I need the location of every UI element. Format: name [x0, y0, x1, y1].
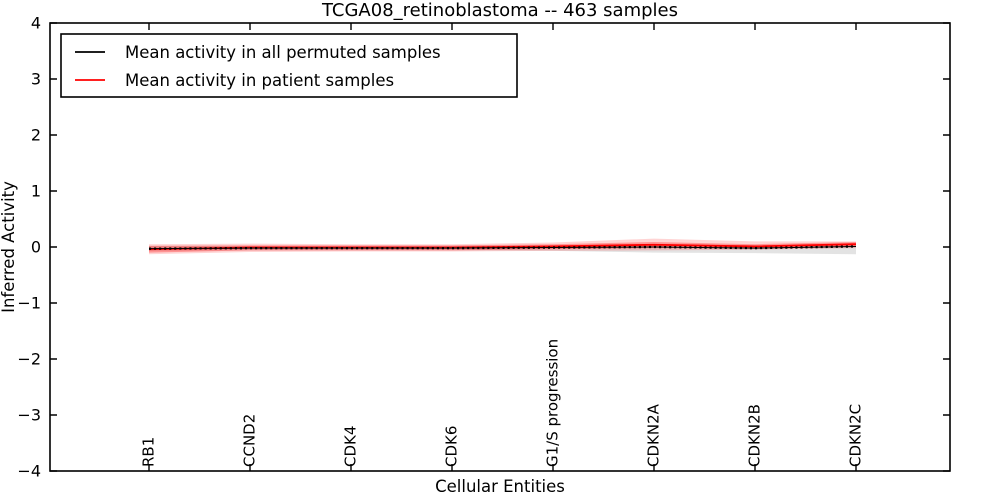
legend: Mean activity in all permuted samples Me…	[60, 33, 518, 98]
legend-label-permuted: Mean activity in all permuted samples	[125, 43, 441, 62]
tick-marks	[50, 22, 950, 472]
y-tick-label: 3	[31, 70, 41, 89]
x-axis-label: Cellular Entities	[435, 477, 565, 496]
chart-layers	[148, 238, 857, 255]
x-tick-label: CDKN2C	[847, 404, 865, 467]
y-tick-label: −2	[17, 350, 41, 369]
x-tick-label: CDKN2A	[645, 403, 663, 467]
x-tick-label: CCND2	[241, 414, 259, 467]
x-tick-label: CDK6	[443, 426, 461, 467]
y-axis-label: Inferred Activity	[0, 181, 18, 313]
y-tick-label: 4	[31, 14, 41, 33]
legend-label-patient: Mean activity in patient samples	[125, 71, 394, 90]
tick-labels: 4 3 2 1 0 −1 −2 −3 −4 RB1 CCND2 CDK4 CDK6 G1/S progre…	[17, 14, 864, 481]
y-tick-label: −4	[17, 462, 41, 481]
x-tick-label: CDK4	[342, 426, 360, 467]
series-permuted-markers	[148, 245, 857, 250]
legend-box	[60, 33, 518, 98]
y-tick-label: 1	[31, 182, 41, 201]
x-tick-label: G1/S progression	[544, 339, 562, 467]
x-tick-label: RB1	[140, 437, 158, 467]
y-tick-label: −3	[17, 406, 41, 425]
tick-marks-path	[50, 22, 950, 472]
y-tick-label: −1	[17, 294, 41, 313]
chart-title: TCGA08_retinoblastoma -- 463 samples	[321, 0, 678, 21]
y-tick-label: 0	[31, 238, 41, 257]
y-tick-label: 2	[31, 126, 41, 145]
x-tick-label: CDKN2B	[746, 404, 764, 467]
